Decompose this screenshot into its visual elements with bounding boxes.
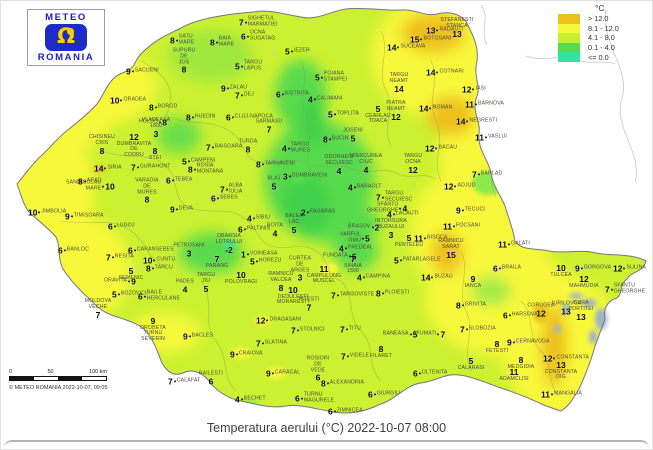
sun-dot-icon xyxy=(67,28,74,35)
legend-swatch xyxy=(558,52,580,62)
legend-swatch xyxy=(558,42,580,53)
logo-romania-text: ROMANIA xyxy=(37,51,95,63)
danube-delta-lakes xyxy=(554,293,607,344)
scale-labels: 0 50 100 km xyxy=(9,369,107,375)
legend-label: <= 0.0 xyxy=(588,52,609,62)
scale-bar-segments xyxy=(9,376,107,381)
country-border xyxy=(16,7,647,414)
legend-row: 0.1 - 4.0 xyxy=(558,42,619,53)
scale-label-0: 0 xyxy=(9,369,13,375)
logo-meteo-text: METEO xyxy=(45,12,87,23)
legend-row: 4.1 - 8.0 xyxy=(558,33,619,43)
legend-row: <= 0.0 xyxy=(558,52,619,62)
copyright-text: © METEO ROMANIA 2022-10-07, 09:05 xyxy=(9,385,108,391)
legend-label: 8.1 - 12.0 xyxy=(588,23,619,33)
legend-row: 8.1 - 12.0 xyxy=(558,23,619,34)
scale-label-50: 50 xyxy=(47,369,54,375)
legend-swatch xyxy=(558,23,580,34)
legend-title: °C xyxy=(595,3,605,13)
meteo-logo-icon: Ω xyxy=(45,24,87,51)
scale-bar: 0 50 100 km © METEO ROMANIA 2022-10-07, … xyxy=(9,369,129,391)
bottom-panel-edge xyxy=(4,440,649,449)
meteo-romania-logo: METEO Ω ROMANIA xyxy=(27,9,105,66)
legend-row: > 12.0 xyxy=(558,14,619,24)
map-caption: Temperatura aerului (°C) 2022-10-07 08:0… xyxy=(206,421,447,435)
legend-swatch xyxy=(558,33,580,43)
legend-rows: > 12.0 8.1 - 12.0 4.1 - 8.0 0.1 - 4.0 <= 0.0 xyxy=(558,14,619,62)
legend-swatch xyxy=(558,14,580,24)
county-borders xyxy=(60,30,560,397)
temperature-legend: °C > 12.0 8.1 - 12.0 4.1 - 8.0 0.1 - 4.0 <= … xyxy=(558,3,619,62)
legend-label: > 12.0 xyxy=(588,14,609,24)
legend-label: 0.1 - 4.0 xyxy=(588,43,615,53)
scale-label-100km: 100 km xyxy=(88,369,107,375)
legend-label: 4.1 - 8.0 xyxy=(588,33,615,43)
